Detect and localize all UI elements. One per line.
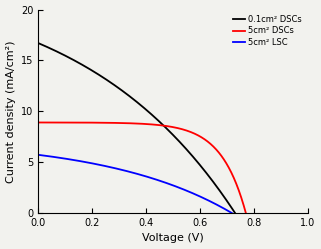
0.1cm² DSCs [143, 107, 147, 110]
Y-axis label: Current density (mA/cm²): Current density (mA/cm²) [5, 40, 15, 183]
0.1cm² DSCs [153, 117, 157, 120]
5cm² LSC [36, 153, 40, 156]
5cm² DSCs [239, 195, 243, 198]
5cm² LSC [225, 209, 229, 212]
5cm² DSCs [36, 121, 40, 124]
5cm² LSC [128, 171, 132, 174]
5cm² LSC [195, 194, 199, 197]
5cm² DSCs [135, 122, 139, 125]
5cm² LSC [152, 177, 155, 180]
5cm² DSCs [206, 141, 210, 144]
0.1cm² DSCs [130, 96, 134, 99]
Legend: 0.1cm² DSCs, 5cm² DSCs, 5cm² LSC: 0.1cm² DSCs, 5cm² DSCs, 5cm² LSC [231, 14, 304, 48]
5cm² LSC [230, 212, 234, 215]
5cm² DSCs [244, 212, 248, 215]
Line: 0.1cm² DSCs: 0.1cm² DSCs [38, 43, 235, 213]
0.1cm² DSCs [198, 163, 202, 166]
Line: 5cm² DSCs: 5cm² DSCs [38, 123, 246, 213]
Line: 5cm² LSC: 5cm² LSC [38, 155, 232, 213]
5cm² DSCs [149, 123, 152, 126]
5cm² DSCs [160, 124, 164, 127]
X-axis label: Voltage (V): Voltage (V) [142, 234, 204, 244]
0.1cm² DSCs [36, 42, 40, 45]
5cm² LSC [129, 171, 133, 174]
0.1cm² DSCs [233, 212, 237, 215]
0.1cm² DSCs [229, 204, 232, 207]
5cm² LSC [141, 174, 145, 177]
5cm² DSCs [136, 122, 140, 125]
0.1cm² DSCs [131, 97, 135, 100]
